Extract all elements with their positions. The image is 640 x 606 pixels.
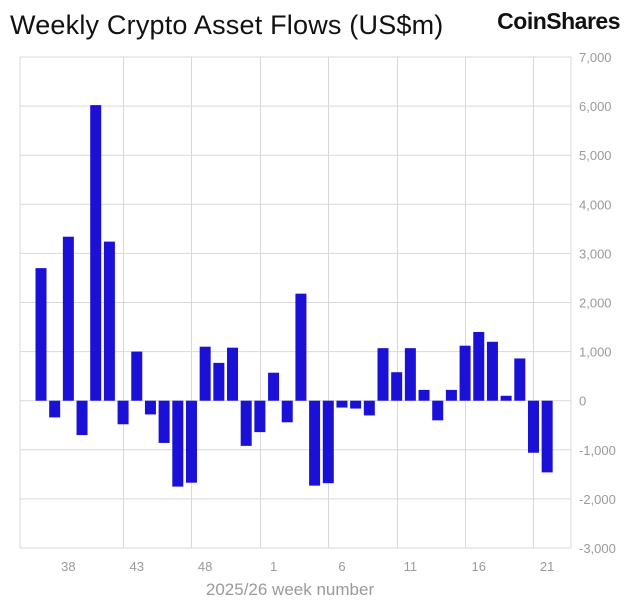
x-axis-label: 2025/26 week number <box>205 580 375 599</box>
bar <box>185 400 197 483</box>
bar <box>103 241 115 401</box>
bar <box>336 400 348 408</box>
bar <box>144 400 156 415</box>
y-tick-label: -2,000 <box>579 492 616 507</box>
bar <box>418 389 430 401</box>
bar <box>90 105 102 401</box>
y-tick-label: -3,000 <box>579 541 616 556</box>
bar <box>158 400 170 443</box>
x-tick-label: 48 <box>198 559 212 574</box>
bar <box>377 348 389 401</box>
y-tick-label: 0 <box>579 394 586 409</box>
bar <box>459 345 471 401</box>
x-tick-label: 43 <box>130 559 144 574</box>
bar <box>432 400 444 421</box>
axis-layer: -3,000 -2,000 -1,000 0 1,000 2,000 3,000 4,000 5… <box>61 50 616 574</box>
bar <box>527 400 539 453</box>
bar <box>76 400 88 436</box>
bar <box>473 331 485 401</box>
x-tick-label: 16 <box>472 559 486 574</box>
x-tick-label: 38 <box>61 559 75 574</box>
y-tick-label: 6,000 <box>579 99 612 114</box>
bar <box>514 358 526 401</box>
bar <box>500 395 512 401</box>
bar <box>172 400 184 487</box>
bar <box>199 346 211 401</box>
bar <box>322 400 334 484</box>
bar <box>486 341 498 401</box>
bar <box>281 400 293 423</box>
bar <box>363 400 375 416</box>
bar <box>295 293 307 401</box>
bar <box>240 400 252 446</box>
bar <box>227 347 239 401</box>
y-tick-label: 2,000 <box>579 296 612 311</box>
bar <box>541 400 553 473</box>
bar <box>131 351 143 401</box>
x-tick-label: 6 <box>338 559 345 574</box>
bar <box>213 362 225 401</box>
bars-layer <box>35 105 553 487</box>
x-tick-label: 21 <box>540 559 554 574</box>
bar <box>309 400 321 486</box>
bar <box>254 400 266 433</box>
bar <box>49 400 61 418</box>
y-tick-label: 3,000 <box>579 246 612 261</box>
coinshares-logo: CoinShares <box>497 8 620 34</box>
y-tick-label: -1,000 <box>579 443 616 458</box>
y-tick-label: 7,000 <box>579 50 612 65</box>
chart-title: Weekly Crypto Asset Flows (US$m) <box>10 10 444 40</box>
bar <box>117 400 129 425</box>
bar <box>62 236 74 401</box>
bar <box>391 372 403 401</box>
bar <box>350 400 362 409</box>
bar <box>35 268 47 401</box>
y-tick-label: 1,000 <box>579 345 612 360</box>
x-tick-label: 1 <box>270 559 277 574</box>
bar <box>268 372 280 401</box>
x-tick-label: 11 <box>404 559 418 574</box>
y-tick-label: 4,000 <box>579 197 612 212</box>
bar <box>445 389 457 401</box>
y-tick-label: 5,000 <box>579 148 612 163</box>
bar <box>404 348 416 401</box>
